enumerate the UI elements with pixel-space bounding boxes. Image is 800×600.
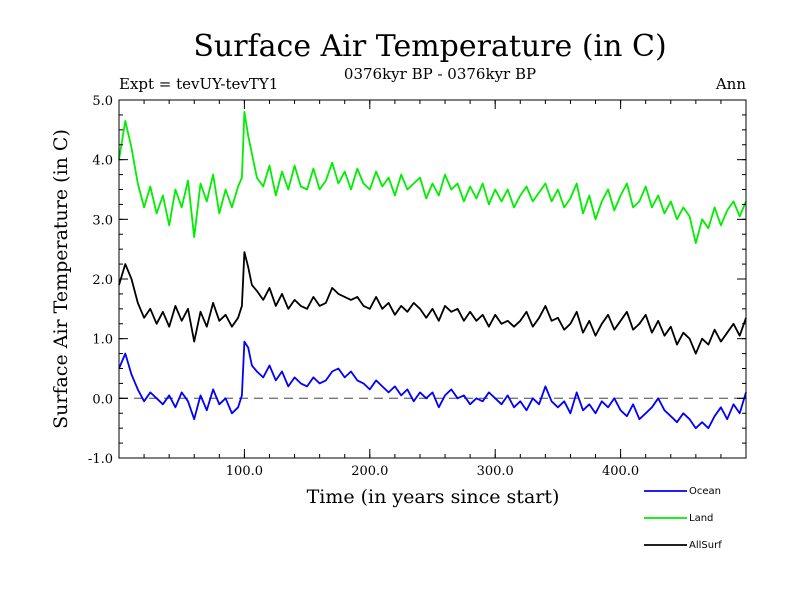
y-tick-label: -1.0 — [88, 452, 113, 467]
chart-title: Surface Air Temperature (in C) — [193, 29, 666, 64]
y-tick-label: 1.0 — [92, 333, 113, 348]
x-tick-label: 200.0 — [351, 464, 388, 479]
y-axis-label: Surface Air Temperature (in C) — [50, 129, 72, 429]
series-line-land — [118, 111, 747, 245]
x-tick-label: 100.0 — [226, 464, 263, 479]
legend-label-allsurf: AllSurf — [689, 540, 722, 551]
y-tick-label: 4.0 — [92, 154, 113, 169]
y-tick-label: 3.0 — [92, 213, 113, 228]
x-axis-label: Time (in years since start) — [307, 486, 560, 508]
chart-subtitle-right: Ann — [715, 75, 746, 93]
x-tick-label: 400.0 — [602, 464, 639, 479]
legend-label-land: Land — [689, 513, 713, 524]
y-tick-label: 5.0 — [92, 94, 113, 109]
y-tick-label: 2.0 — [92, 273, 113, 288]
plot-area: 100.0 200.0 300.0 400.0 -1.0 0.0 1.0 2.0 3.0 4.0 5… — [88, 94, 747, 479]
chart-subtitle-center: 0376kyr BP - 0376kyr BP — [344, 65, 536, 83]
chart-subtitle-left: Expt = tevUY-tevTY1 — [119, 75, 278, 93]
x-tick-label: 300.0 — [477, 464, 514, 479]
series-line-ocean — [118, 340, 747, 430]
legend-label-ocean: Ocean — [689, 486, 721, 497]
legend: Ocean Land AllSurf — [644, 486, 722, 551]
series-line-allsurf — [118, 251, 747, 355]
y-tick-label: 0.0 — [92, 392, 113, 407]
